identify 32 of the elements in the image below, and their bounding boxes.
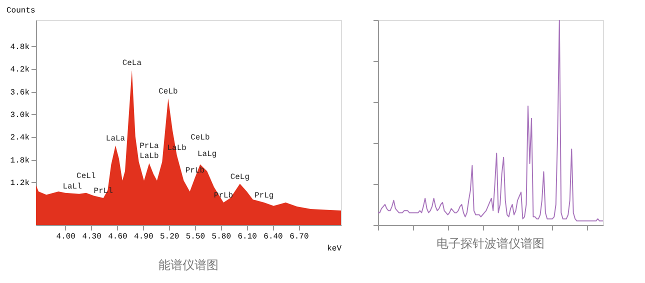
x-tick-label: 4.00	[56, 232, 76, 242]
annotation: CeLb	[158, 87, 178, 96]
annotation: PrLg	[254, 192, 274, 201]
x-tick-label: 4.60	[108, 232, 128, 242]
y-tick-label: 2.4k	[10, 134, 30, 143]
x-tick-label: 4.90	[134, 232, 154, 242]
x-tick-label: 4.30	[82, 232, 102, 242]
y-tick-label: 4.8k	[10, 42, 30, 52]
x-axis-title: keV	[327, 244, 342, 254]
x-tick-label: 6.40	[264, 232, 284, 242]
annotation: LaLg	[197, 150, 217, 160]
y-tick-label: 4.2k	[10, 66, 30, 75]
annotation: LaLl	[62, 182, 82, 192]
annotation: CeLg	[230, 172, 250, 182]
y-tick-label: 3.6k	[10, 88, 30, 98]
y-tick-label: 3.0k	[10, 110, 30, 120]
x-tick-label: 6.70	[290, 232, 309, 242]
annotation: LaLb	[140, 152, 159, 162]
y-tick-label: 1.8k	[10, 156, 30, 166]
text: 能谱仪谱图	[158, 258, 218, 272]
x-tick-label: 6.10	[238, 232, 258, 242]
y-tick-label: 1.2k	[10, 178, 30, 188]
annotation: CeLa	[122, 59, 142, 68]
y-axis-title: Counts	[6, 6, 36, 16]
x-tick-label: 5.20	[160, 232, 180, 242]
x-tick-label: 5.50	[186, 232, 206, 242]
text: 电子探针波谱仪谱图	[436, 236, 544, 250]
annotation: CeLb	[190, 133, 210, 142]
annotation: CeLl	[76, 172, 96, 181]
x-tick-label: 5.80	[212, 232, 232, 242]
annotation: PrLa	[140, 142, 159, 152]
annotation: LaLa	[106, 134, 126, 144]
